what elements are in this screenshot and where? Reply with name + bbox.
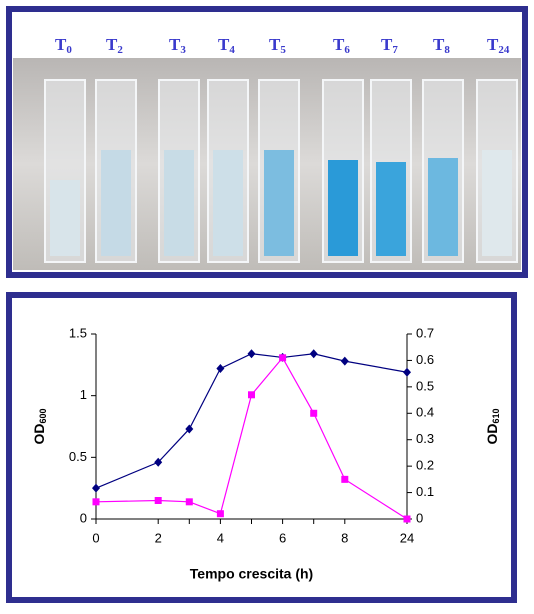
photo-labels: T0 T2 T3 T4 T5 T6 T7 T8 T24 <box>55 35 510 56</box>
photo-label-base: T <box>269 35 281 54</box>
point <box>216 364 225 374</box>
y2-tick-label: 0.4 <box>416 405 434 420</box>
y2-tick-label: 0.5 <box>416 378 434 393</box>
point <box>185 498 193 506</box>
y-axis-label-sub: 600 <box>38 408 48 423</box>
photo-label-sub: 6 <box>344 44 350 56</box>
photo-label: T3 <box>169 35 186 56</box>
cuvette-liquid <box>50 180 80 256</box>
chart: 00.511.500.10.20.30.40.50.60.70 2 4 6 8 24Tem… <box>31 325 502 581</box>
photo-label-base: T <box>381 35 393 54</box>
photo-label-sub: 7 <box>392 44 398 56</box>
y2-axis-label-sub: 610 <box>491 408 501 423</box>
photo-label-sub: 5 <box>280 44 286 56</box>
x-axis-label: Tempo crescita (h) <box>190 566 313 582</box>
photo-label: T4 <box>218 35 235 56</box>
y-tick-label: 1.5 <box>69 325 87 340</box>
photo-label: T8 <box>433 35 450 56</box>
photo-label-base: T <box>169 35 181 54</box>
photo-label-base: T <box>55 35 67 54</box>
point <box>403 367 411 377</box>
photo-label: T0 <box>55 35 72 56</box>
cuvette-liquid <box>264 150 294 256</box>
photo-label-sub: 4 <box>229 44 235 56</box>
cuvette-liquid <box>101 150 131 256</box>
y2-tick-label: 0.1 <box>416 484 434 499</box>
photo-label: T24 <box>487 35 510 56</box>
point <box>154 457 163 467</box>
photo-label: T6 <box>333 35 350 56</box>
photo-label: T5 <box>269 35 286 56</box>
photo-label: T2 <box>106 35 123 56</box>
point <box>92 498 100 506</box>
cuvette-liquid <box>428 158 458 256</box>
photo-label-base: T <box>487 35 499 54</box>
photo-label-base: T <box>218 35 230 54</box>
photo-label-base: T <box>106 35 118 54</box>
cuvettes <box>44 79 518 263</box>
point <box>154 497 162 504</box>
cuvette-liquid <box>164 150 194 256</box>
x-tick-label: 2 <box>155 530 162 545</box>
y-tick-label: 0 <box>80 510 87 525</box>
cuvette-liquid <box>376 162 406 256</box>
photo-label-base: T <box>433 35 445 54</box>
point <box>92 483 100 493</box>
point <box>310 409 318 417</box>
point <box>248 391 255 399</box>
y2-tick-label: 0.6 <box>416 352 434 367</box>
y-tick-label: 1 <box>80 387 87 402</box>
y2-tick-label: 0 <box>416 510 423 525</box>
point <box>185 424 194 434</box>
x-tick-label: 0 <box>92 530 99 545</box>
point <box>403 515 411 523</box>
y2-axis-label-base: OD <box>484 424 500 445</box>
photo-label-sub: 3 <box>180 44 186 56</box>
photo-label: T7 <box>381 35 398 56</box>
chart-frame <box>6 292 517 603</box>
y2-tick-label: 0.3 <box>416 431 434 446</box>
cuvette-liquid <box>213 150 243 256</box>
y-axis-label-base: OD <box>31 424 47 445</box>
x-tick-label: 24 <box>400 530 414 545</box>
point <box>341 475 349 483</box>
y2-tick-label: 0.7 <box>416 325 434 340</box>
point <box>309 349 318 359</box>
point <box>247 349 256 359</box>
photo-label-base: T <box>333 35 345 54</box>
y2-axis-label: OD610 <box>484 408 502 444</box>
y-axis-label: OD600 <box>31 408 49 444</box>
x-tick-label: 6 <box>279 530 286 545</box>
x-tick-label: 4 <box>217 530 224 545</box>
cuvette-liquid <box>328 160 358 256</box>
point <box>216 510 224 518</box>
photo-label-sub: 8 <box>444 44 450 56</box>
photo-label-sub: 0 <box>66 44 72 56</box>
point <box>340 356 349 366</box>
point <box>279 354 287 362</box>
photo-label-sub: 24 <box>498 44 510 56</box>
photo-label-sub: 2 <box>117 44 123 56</box>
x-tick-label: 8 <box>341 530 348 545</box>
y-tick-label: 0.5 <box>69 449 87 464</box>
cuvette-liquid <box>482 150 512 256</box>
y2-tick-label: 0.2 <box>416 458 434 473</box>
